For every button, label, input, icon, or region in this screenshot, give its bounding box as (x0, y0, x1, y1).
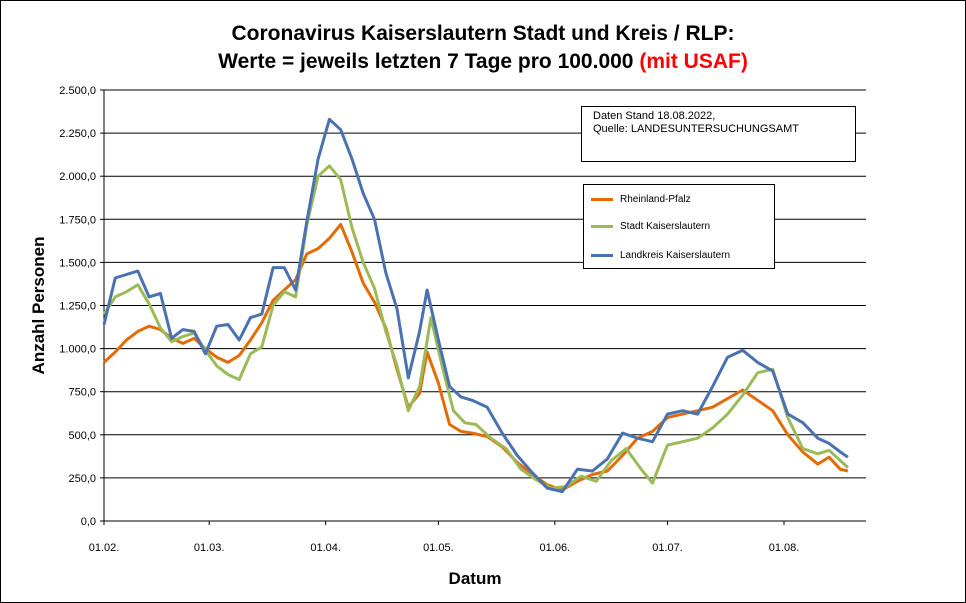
title-line-2: Werte = jeweils letzten 7 Tage pro 100.0… (0, 48, 966, 76)
title-line-2-text: Werte = jeweils letzten 7 Tage pro 100.0… (218, 50, 634, 73)
x-tick-label: 01.03. (194, 542, 225, 554)
legend-swatch-rlp (591, 197, 613, 201)
legend-swatch-landkreis (591, 253, 613, 257)
x-tick-label: 01.05. (423, 542, 454, 554)
legend-item-stadt: Stadt Kaiserslautern (591, 220, 710, 234)
y-tick-label: 1.500,0 (59, 257, 96, 269)
series-line-landkreis (102, 117, 849, 494)
y-tick-label: 1.750,0 (59, 214, 96, 226)
y-tick-label: 1.000,0 (59, 344, 96, 356)
y-tick-label: 2.250,0 (59, 128, 96, 140)
chart-title: Coronavirus Kaiserslautern Stadt und Kre… (0, 20, 966, 76)
legend-item-rlp: Rheinland-Pfalz (591, 193, 691, 207)
y-tick-label: 750,0 (68, 387, 96, 399)
x-tick-label: 01.08. (769, 542, 800, 554)
y-tick-label: 250,0 (68, 473, 96, 485)
legend-swatch-stadt (591, 224, 613, 228)
source-info-box: Daten Stand 18.08.2022, Quelle: LANDESUN… (581, 106, 856, 162)
y-axis-title: Anzahl Personen (29, 237, 48, 375)
x-tick-label: 01.02. (89, 542, 120, 554)
legend-label-rlp: Rheinland-Pfalz (620, 194, 691, 205)
info-date: Daten Stand 18.08.2022, (593, 110, 716, 122)
legend-label-landkreis: Landkreis Kaiserslautern (620, 250, 731, 261)
legend: Rheinland-Pfalz Stadt Kaiserslautern Lan… (583, 184, 775, 269)
info-source: Quelle: LANDESUNTERSUCHUNGSAMT (593, 123, 799, 135)
legend-label-stadt: Stadt Kaiserslautern (620, 221, 711, 232)
x-tick-label: 01.04. (310, 542, 341, 554)
x-tick-label: 01.06. (540, 542, 571, 554)
series-line-stadt (102, 164, 849, 490)
legend-item-landkreis: Landkreis Kaiserslautern (591, 249, 730, 263)
y-tick-label: 2.500,0 (59, 85, 96, 97)
series-line-rlp (102, 223, 849, 492)
title-line-1: Coronavirus Kaiserslautern Stadt und Kre… (231, 22, 735, 45)
x-tick-label: 01.07. (652, 542, 683, 554)
x-axis-title: Datum (449, 569, 502, 588)
y-tick-label: 500,0 (68, 430, 96, 442)
y-tick-label: 0,0 (81, 516, 96, 528)
y-tick-label: 1.250,0 (59, 301, 96, 313)
title-line-2-red: (mit USAF) (639, 50, 748, 73)
y-tick-label: 2.000,0 (59, 171, 96, 183)
